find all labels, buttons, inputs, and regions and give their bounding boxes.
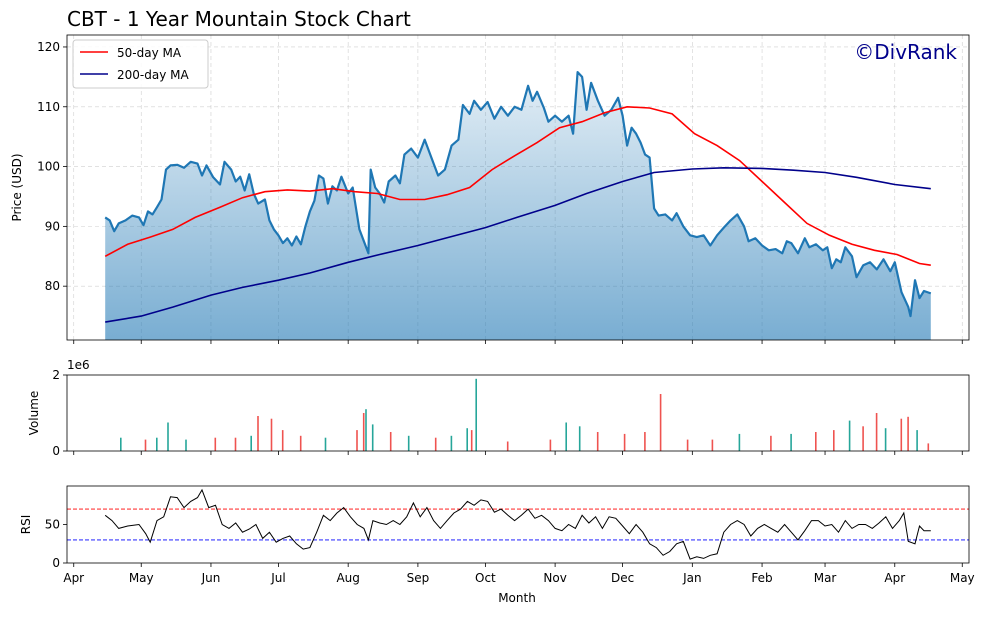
volume-bar: [623, 433, 626, 451]
legend-label-ma50: 50-day MA: [117, 46, 182, 60]
volume-bar: [270, 418, 273, 451]
volume-bar: [833, 430, 835, 451]
volume-panel: 0 2 1e6 Volume: [27, 358, 970, 458]
volume-bar: [470, 430, 473, 451]
volume-bar: [578, 426, 581, 451]
volume-bar: [299, 435, 302, 451]
price-y-tick-label: 80: [45, 279, 60, 293]
volume-bar: [916, 430, 918, 451]
volume-y-axis-label: Volume: [27, 391, 41, 436]
price-area-fill: [105, 72, 931, 340]
volume-bar: [250, 435, 252, 451]
x-tick-label: Apr: [63, 571, 84, 585]
volume-bar: [365, 409, 367, 451]
volume-bar: [120, 437, 122, 451]
volume-bar: [565, 422, 567, 451]
x-tick-label: Sep: [407, 571, 430, 585]
chart-title: CBT - 1 Year Mountain Stock Chart: [67, 7, 411, 31]
volume-bar: [875, 413, 878, 451]
volume-bar: [185, 439, 187, 451]
volume-y-tick-label: 2: [52, 368, 60, 382]
price-plot-area: [104, 70, 932, 340]
volume-bar: [790, 433, 792, 451]
volume-bar: [770, 435, 772, 451]
rsi-y-axis-label: RSI: [19, 515, 33, 535]
volume-bar: [848, 420, 851, 451]
x-tick-label: Mar: [814, 571, 837, 585]
volume-bar: [907, 416, 909, 451]
ma50-line: [104, 105, 931, 266]
x-tick-label: Jun: [201, 571, 221, 585]
price-y-tick-label: 120: [37, 40, 60, 54]
x-axis-label: Month: [498, 591, 536, 605]
volume-bar: [167, 422, 169, 451]
volume-bar: [281, 430, 284, 451]
volume-bar: [324, 437, 327, 451]
volume-bar: [738, 433, 741, 451]
volume-bar: [362, 413, 365, 451]
x-tick-label: Apr: [884, 571, 905, 585]
volume-bar: [356, 430, 358, 451]
legend-label-ma200: 200-day MA: [117, 68, 189, 82]
volume-bar: [257, 416, 259, 451]
volume-bar: [711, 439, 714, 451]
volume-offset-label: 1e6: [67, 358, 90, 372]
x-tick-label: Jan: [682, 571, 702, 585]
price-y-axis-label: Price (USD): [10, 153, 24, 221]
x-tick-label: Aug: [336, 571, 359, 585]
x-tick-label: Oct: [475, 571, 496, 585]
x-tick-label: Nov: [543, 571, 566, 585]
volume-bar: [884, 428, 887, 451]
x-tick-label: May: [129, 571, 154, 585]
ma200-line: [105, 166, 931, 323]
rsi-y-tick-label: 0: [52, 556, 60, 570]
volume-bar: [214, 437, 217, 451]
volume-bar: [659, 394, 662, 451]
price-line: [104, 70, 932, 318]
rsi-y-tick-label: 50: [45, 518, 60, 532]
volume-bar: [156, 437, 158, 451]
volume-bar: [927, 443, 930, 451]
price-y-tick-label: 90: [45, 219, 60, 233]
volume-bar: [234, 437, 237, 451]
price-y-tick-label: 110: [37, 100, 60, 114]
rsi-plot-area: [104, 488, 931, 560]
x-tick-label: May: [950, 571, 975, 585]
x-tick-label: Dec: [611, 571, 634, 585]
volume-bar: [686, 439, 689, 451]
price-y-tick-label: 100: [37, 160, 60, 174]
x-tick-label: Jul: [270, 571, 285, 585]
volume-bar: [475, 378, 477, 451]
volume-bar: [596, 432, 599, 451]
legend: 50-day MA 200-day MA: [72, 39, 209, 89]
volume-bar: [434, 437, 437, 451]
volume-bar: [389, 432, 392, 451]
volume-bar: [900, 418, 903, 451]
rsi-panel: 0 50 RSI Apr May Jun Jul Aug Sep Oct Nov Dec Jan Feb M…: [19, 485, 975, 585]
price-frame: [66, 34, 970, 341]
watermark: ©DivRank: [854, 40, 957, 64]
volume-bar: [466, 428, 468, 451]
volume-bar: [506, 441, 509, 451]
volume-frame: [66, 374, 970, 452]
x-tick-label: Feb: [751, 571, 772, 585]
volume-bar: [815, 432, 817, 451]
volume-bar: [144, 439, 147, 451]
rsi-frame: [66, 485, 970, 564]
rsi-line: [104, 488, 931, 560]
volume-bar: [549, 439, 552, 451]
volume-bar: [644, 432, 646, 451]
volume-bar: [407, 435, 410, 451]
volume-y-tick-label: 0: [52, 444, 60, 458]
volume-bar: [371, 424, 374, 451]
volume-bar: [862, 426, 864, 451]
volume-bar: [450, 435, 453, 451]
